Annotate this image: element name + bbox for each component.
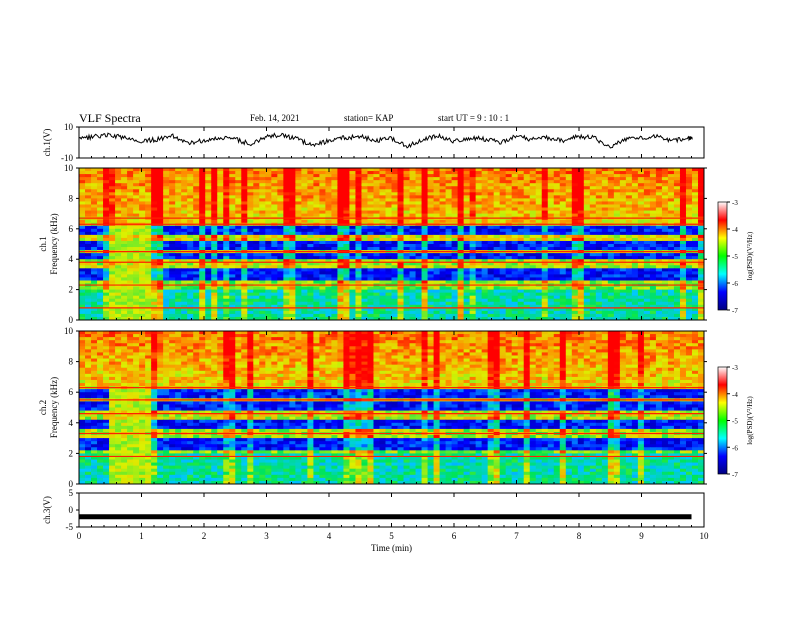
ch3-frame [79,493,704,527]
y-tick-label: 0 [69,315,74,325]
colorbar-tick-label: -3 [732,199,738,207]
y-tick-label: 4 [69,254,74,264]
y-tick-label: 6 [69,387,74,397]
colorbar-tick-label: -6 [732,280,738,288]
start-time-label: start UT = 9 : 10 : 1 [438,113,509,123]
x-tick-label: 10 [700,531,710,541]
y-axis-label: ch.2 [38,400,48,415]
y-tick-label: 6 [69,224,74,234]
y-tick-label: 2 [69,285,74,295]
colorbar-tick-label: -4 [732,226,738,234]
y-tick-label: 10 [64,163,74,173]
x-tick-label: 1 [139,531,144,541]
figure-title: VLF Spectra [79,111,141,126]
x-tick-label: 2 [202,531,207,541]
y-tick-label: 10 [64,326,74,336]
colorbar-tick-label: -4 [732,391,738,399]
x-tick-label: 7 [514,531,519,541]
y-tick-label: -10 [61,153,73,163]
spectrogram-ch2 [79,331,705,485]
colorbar-tick-label: -7 [732,471,738,479]
x-tick-label: 8 [577,531,582,541]
y-tick-label: 0 [69,505,74,515]
y-tick-label: 5 [69,488,74,498]
colorbar-label: log(PSD)(V²/Hz) [746,396,754,445]
x-tick-label: 0 [77,531,82,541]
date-label: Feb. 14, 2021 [250,113,300,123]
y-tick-label: 2 [69,448,74,458]
colorbar [718,202,727,310]
y-tick-label: 8 [69,193,74,203]
colorbar-label: log(PSD)(V²/Hz) [746,231,754,280]
x-axis-label: Time (min) [371,543,412,553]
colorbar [718,367,727,474]
y-axis-label: ch.1 [38,236,48,251]
spectrogram-ch1 [79,168,705,321]
y-tick-label: -5 [66,522,74,532]
colorbar-tick-label: -5 [732,418,738,426]
y-axis-label: Frequency (kHz) [49,377,59,438]
ch1-frame [79,127,704,158]
colorbar-tick-label: -6 [732,444,738,452]
colorbar-tick-label: -7 [732,307,738,315]
x-tick-label: 4 [327,531,332,541]
y-tick-label: 4 [69,418,74,428]
y-axis-label: Frequency (kHz) [49,213,59,274]
x-tick-label: 9 [639,531,644,541]
ch1-waveform-line [79,133,692,148]
x-tick-label: 3 [264,531,269,541]
y-axis-label: ch.1(V) [42,129,52,157]
colorbar-tick-label: -3 [732,364,738,372]
y-tick-label: 8 [69,357,74,367]
colorbar-tick-label: -5 [732,253,738,261]
x-tick-label: 6 [452,531,457,541]
x-tick-label: 5 [389,531,394,541]
y-tick-label: 10 [64,122,74,132]
y-axis-label: ch.3(V) [42,496,52,524]
station-label: station= KAP [344,113,393,123]
spectrogram-layer [79,168,705,485]
